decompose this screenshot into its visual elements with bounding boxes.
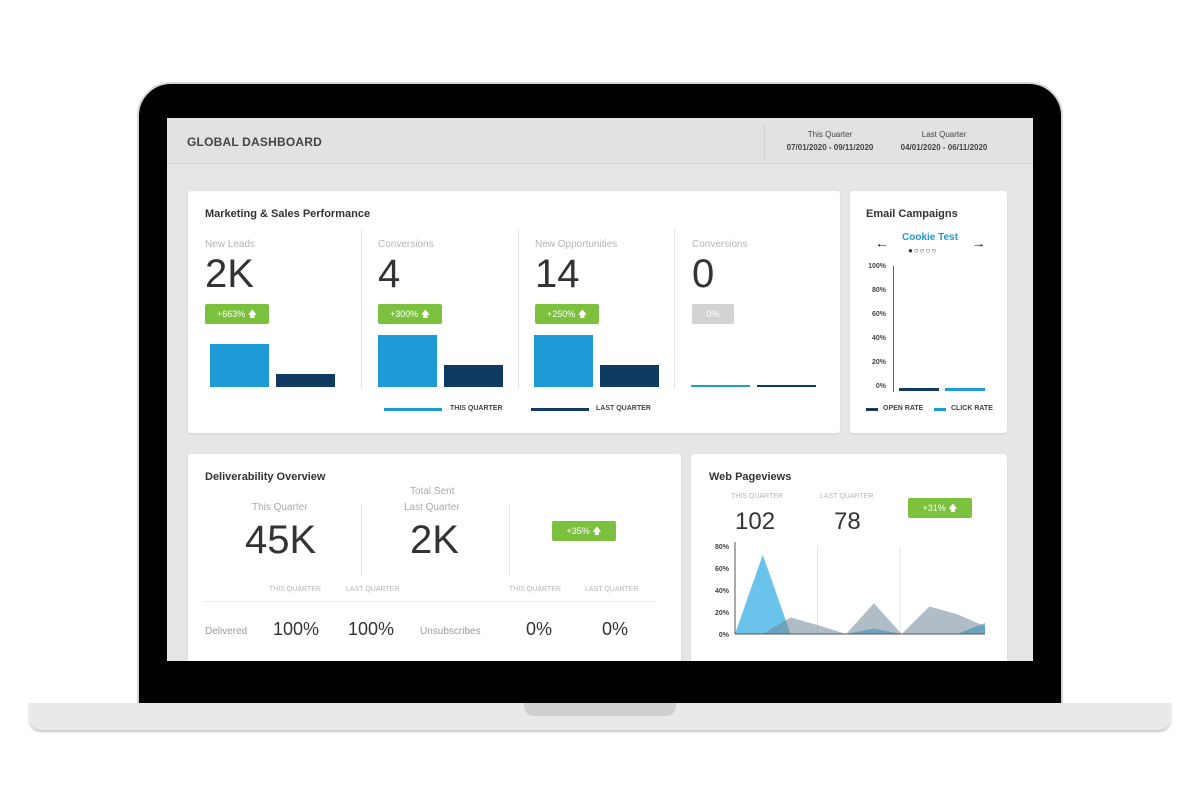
change-badge: +250% 🡅 xyxy=(535,304,599,324)
y-tick-label: 80% xyxy=(871,287,886,294)
this-quarter-bar xyxy=(534,334,593,387)
web-pageviews-card: Web Pageviews THIS QUARTER 102 LAST QUAR… xyxy=(691,454,1007,661)
metric-label: Conversions xyxy=(692,239,748,250)
y-tick-label: 0% xyxy=(719,632,730,639)
deliverability-card: Deliverability Overview Total Sent This … xyxy=(188,454,681,661)
metric-divider xyxy=(509,504,510,576)
metric-value: 14 xyxy=(535,252,580,296)
y-tick-label: 60% xyxy=(715,566,730,573)
last-quarter-bar xyxy=(276,374,335,387)
this-quarter-bar xyxy=(691,385,750,387)
change-badge: 0% xyxy=(692,304,734,324)
email-campaigns-card: Email Campaigns 🠐 Cookie Test 🠒 ●○○○○ 10… xyxy=(850,191,1007,433)
this-quarter-dates: 07/01/2020 - 09/11/2020 xyxy=(786,143,874,152)
legend-last-quarter: LAST QUARTER xyxy=(596,405,651,412)
col-this-quarter: THIS QUARTER xyxy=(269,586,321,593)
this-quarter-bar xyxy=(210,343,269,387)
metric-conversions-2[interactable]: Conversions 0 0% xyxy=(692,239,748,324)
carousel-dots[interactable]: ●○○○○ xyxy=(908,246,938,255)
y-tick-label: 80% xyxy=(715,544,730,551)
delivered-last: 100% xyxy=(348,619,395,639)
this-quarter-bar xyxy=(378,334,437,387)
last-quarter-label: Last Quarter xyxy=(921,130,967,139)
dashboard-header: GLOBAL DASHBOARD This Quarter 07/01/2020… xyxy=(167,118,1033,164)
click-rate-swatch xyxy=(934,408,946,411)
pageviews-this-value: 102 xyxy=(735,508,776,535)
click-rate-legend: CLICK RATE xyxy=(951,405,993,412)
change-badge: +300% 🡅 xyxy=(378,304,442,324)
metric-label: New Leads xyxy=(205,239,256,250)
pageviews-this-label: THIS QUARTER xyxy=(731,493,783,500)
pageviews-last-value: 78 xyxy=(834,508,861,535)
change-badge: +663% 🡅 xyxy=(205,304,269,324)
metric-divider xyxy=(361,229,362,389)
metric-value: 2K xyxy=(205,252,254,296)
metric-label: Conversions xyxy=(378,239,434,250)
change-badge: +31% 🡅 xyxy=(908,498,972,518)
last-quarter-bar xyxy=(444,365,503,387)
y-tick-label: 40% xyxy=(871,335,886,342)
unsubscribes-label: Unsubscribes xyxy=(420,626,481,637)
web-pageviews-title: Web Pageviews xyxy=(709,471,792,483)
campaign-name[interactable]: Cookie Test xyxy=(902,232,958,243)
click-rate-bar xyxy=(945,388,985,391)
metric-divider xyxy=(674,229,675,389)
y-tick-label: 40% xyxy=(715,588,730,595)
arrow-left-icon[interactable]: 🠐 xyxy=(877,240,887,252)
metric-conversions[interactable]: Conversions 4 +300% 🡅 xyxy=(378,239,442,324)
legend-this-quarter: THIS QUARTER xyxy=(450,405,503,412)
y-tick-label: 0% xyxy=(875,383,886,390)
legend-this-quarter-swatch xyxy=(384,408,442,411)
metric-value: 4 xyxy=(378,252,401,296)
header-divider xyxy=(764,124,765,160)
last-quarter-value: 2K xyxy=(410,518,459,562)
last-quarter-bar xyxy=(757,385,816,387)
open-rate-bar xyxy=(899,388,939,391)
email-y-axis-line xyxy=(893,266,894,392)
col-this-quarter: THIS QUARTER xyxy=(509,586,561,593)
y-tick-label: 60% xyxy=(871,311,886,318)
deliverability-title: Deliverability Overview xyxy=(205,471,326,483)
metric-divider xyxy=(518,229,519,389)
total-sent-label: Total Sent xyxy=(410,486,455,497)
unsubscribes-this: 0% xyxy=(526,619,553,639)
change-badge: +35% 🡅 xyxy=(552,521,616,541)
area-series-1 xyxy=(735,554,985,634)
email-campaigns-title: Email Campaigns xyxy=(866,208,958,220)
delivered-label: Delivered xyxy=(205,626,248,637)
pageviews-area-chart: 80% 60% 40% 20% 0% xyxy=(715,542,985,639)
this-quarter-value: 45K xyxy=(245,518,317,562)
arrow-right-icon[interactable]: 🠒 xyxy=(974,240,984,252)
y-tick-label: 20% xyxy=(715,610,730,617)
metric-new-opportunities[interactable]: New Opportunities 14 +250% 🡅 xyxy=(535,239,617,324)
last-quarter-bar xyxy=(600,365,659,387)
col-last-quarter: LAST QUARTER xyxy=(346,586,400,593)
unsubscribes-last: 0% xyxy=(602,619,629,639)
y-tick-label: 20% xyxy=(871,359,886,366)
marketing-card: Marketing & Sales Performance New Leads … xyxy=(188,191,840,433)
laptop-notch xyxy=(524,703,676,716)
metric-label: New Opportunities xyxy=(535,239,618,250)
metric-new-leads[interactable]: New Leads 2K +663% 🡅 xyxy=(205,239,269,324)
open-rate-swatch xyxy=(866,408,878,411)
metric-divider xyxy=(361,504,362,576)
last-quarter-range[interactable]: Last Quarter 04/01/2020 - 06/11/2020 xyxy=(889,130,999,152)
pageviews-last-label: LAST QUARTER xyxy=(820,493,874,500)
dashboard-screen: GLOBAL DASHBOARD This Quarter 07/01/2020… xyxy=(167,118,1033,661)
open-rate-legend: OPEN RATE xyxy=(883,405,924,412)
last-quarter-dates: 04/01/2020 - 06/11/2020 xyxy=(900,143,988,152)
this-quarter-label: This Quarter xyxy=(252,502,308,513)
this-quarter-range[interactable]: This Quarter 07/01/2020 - 09/11/2020 xyxy=(775,130,885,152)
legend-last-quarter-swatch xyxy=(531,408,589,411)
delivered-this: 100% xyxy=(273,619,320,639)
this-quarter-label: This Quarter xyxy=(807,130,853,139)
col-last-quarter: LAST QUARTER xyxy=(585,586,639,593)
row-divider xyxy=(202,601,656,602)
last-quarter-label: Last Quarter xyxy=(404,502,460,513)
page-title: GLOBAL DASHBOARD xyxy=(187,135,322,149)
metric-value: 0 xyxy=(692,252,715,296)
marketing-title: Marketing & Sales Performance xyxy=(205,208,371,220)
y-tick-label: 100% xyxy=(868,263,886,270)
